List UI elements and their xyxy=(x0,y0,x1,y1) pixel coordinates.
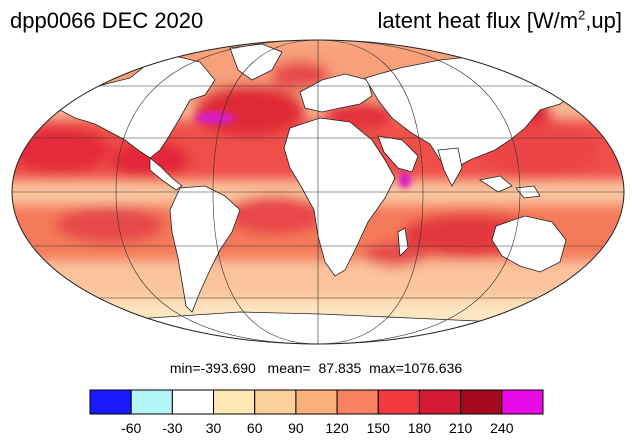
colorbar-tick-label: 60 xyxy=(246,420,263,436)
colorbar-swatch xyxy=(171,389,215,415)
colorbar-swatch xyxy=(254,389,297,415)
colorbar-labels: -60 -30 30 60 90 120 150 180 210 240 xyxy=(0,420,632,440)
stats-line: min=-393.690 mean= 87.835 max=1076.636 xyxy=(0,360,632,376)
max-label: max= xyxy=(369,360,404,376)
colorbar-swatch xyxy=(295,389,338,415)
colorbar-tick-label: 120 xyxy=(325,420,349,436)
colorbar-swatch xyxy=(377,389,420,415)
mean-label: mean= xyxy=(267,360,311,376)
unit-exponent: 2 xyxy=(578,7,586,23)
world-map xyxy=(11,39,625,345)
colorbar-swatch xyxy=(130,389,173,415)
colorbar-tick-label: 180 xyxy=(407,420,432,436)
min-value: -393.690 xyxy=(200,360,256,376)
colorbar-tick-label: -30 xyxy=(162,420,183,436)
colorbar-tick-label: 240 xyxy=(490,420,514,436)
colorbar-tick-label: 30 xyxy=(205,420,222,436)
colorbar-swatch xyxy=(418,389,462,415)
graticule xyxy=(12,39,624,345)
continents xyxy=(39,43,601,344)
colorbar-swatch xyxy=(460,389,503,415)
colorbar-tick-label: -60 xyxy=(121,420,142,436)
plot-title-right: latent heat flux [W/m2,up] xyxy=(378,8,622,34)
mean-value: 87.835 xyxy=(318,360,362,376)
colorbar-swatch xyxy=(89,389,132,415)
variable-name: latent heat flux [W/m xyxy=(377,8,579,33)
variable-unit-tail: ,up] xyxy=(585,8,622,33)
colorbar xyxy=(89,389,544,415)
flux-field xyxy=(12,40,624,344)
colorbar-tick-label: 150 xyxy=(366,420,390,436)
colorbar-swatch xyxy=(501,389,544,415)
colorbar-tick-label: 210 xyxy=(448,420,473,436)
colorbar-swatch xyxy=(336,389,379,415)
colorbar-tick-label: 90 xyxy=(288,420,304,436)
colorbar-swatch xyxy=(213,389,256,415)
min-label: min= xyxy=(169,360,201,376)
plot-title-left: dpp0066 DEC 2020 xyxy=(10,8,204,33)
max-value: 1076.636 xyxy=(403,360,463,376)
